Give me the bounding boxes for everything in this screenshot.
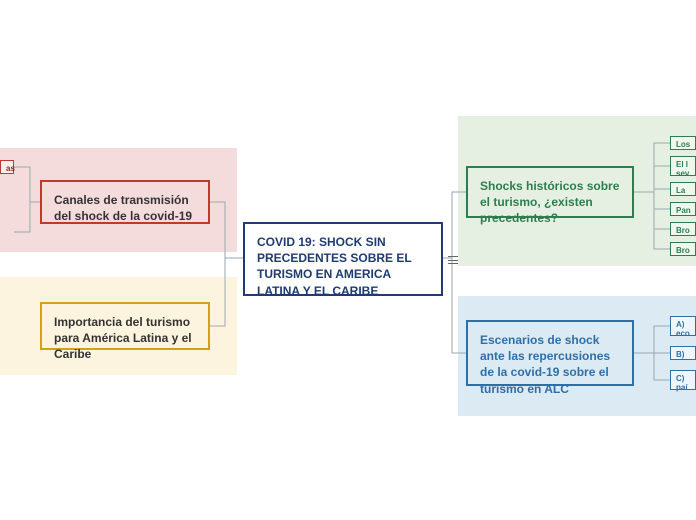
red-branch-node[interactable]: Canales de transmisión del shock de la c… — [40, 180, 210, 224]
green-branch-node[interactable]: Shocks históricos sobre el turismo, ¿exi… — [466, 166, 634, 218]
center-title: COVID 19: SHOCK SIN PRECEDENTES SOBRE EL… — [257, 235, 411, 298]
red-leaf[interactable]: as — [0, 160, 14, 174]
blue-leaf[interactable]: B) — [670, 346, 696, 360]
blue-leaf[interactable]: A) eco — [670, 316, 696, 336]
blue-branch-node[interactable]: Escenarios de shock ante las repercusion… — [466, 320, 634, 386]
green-leaf[interactable]: Bro — [670, 222, 696, 236]
green-leaf[interactable]: Los — [670, 136, 696, 150]
green-leaf[interactable]: La — [670, 182, 696, 196]
menu-icon[interactable] — [448, 256, 458, 264]
yellow-branch-node[interactable]: Importancia del turismo para América Lat… — [40, 302, 210, 350]
green-leaf[interactable]: El l sev — [670, 156, 696, 176]
blue-leaf[interactable]: C) paí — [670, 370, 696, 390]
green-leaf[interactable]: Bro — [670, 242, 696, 256]
red-branch-label: Canales de transmisión del shock de la c… — [54, 193, 192, 223]
center-node[interactable]: COVID 19: SHOCK SIN PRECEDENTES SOBRE EL… — [243, 222, 443, 296]
green-leaf[interactable]: Pan — [670, 202, 696, 216]
